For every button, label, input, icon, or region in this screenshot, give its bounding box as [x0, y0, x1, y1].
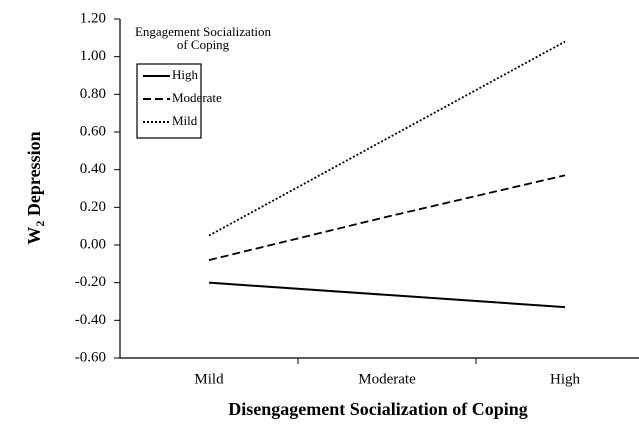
legend-title: of Coping: [177, 37, 230, 52]
y-tick-label: 0.80: [80, 86, 106, 102]
y-tick-label: 1.20: [80, 10, 106, 26]
y-tick-label: 0.60: [80, 123, 106, 139]
y-tick-label: -0.40: [75, 312, 106, 328]
y-axis-label-sub: 2: [33, 221, 47, 227]
y-tick-label: 1.00: [80, 48, 106, 64]
legend-label: High: [172, 67, 199, 82]
series-line: [208, 40, 566, 237]
y-axis-label-main: W: [24, 227, 44, 245]
x-tick-label: Moderate: [358, 371, 416, 387]
legend-label: Moderate: [172, 90, 222, 105]
y-axis-label-rest: Depression: [24, 131, 44, 220]
legend-label: Mild: [172, 113, 198, 128]
x-axis-label: Disengagement Socialization of Coping: [228, 399, 528, 419]
y-tick-label: -0.60: [75, 349, 106, 365]
legend-title: Engagement Socialization: [135, 24, 272, 39]
x-tick-label: Mild: [194, 371, 224, 387]
series-line: [208, 281, 566, 309]
y-tick-label: -0.20: [75, 274, 106, 290]
y-tick-label: 0.20: [80, 199, 106, 215]
x-tick-label: High: [550, 371, 581, 387]
y-tick-label: 0.00: [80, 236, 106, 252]
y-axis-label: W2 Depression: [24, 131, 47, 244]
series-line: [208, 174, 566, 261]
y-tick-label: 0.40: [80, 161, 106, 177]
